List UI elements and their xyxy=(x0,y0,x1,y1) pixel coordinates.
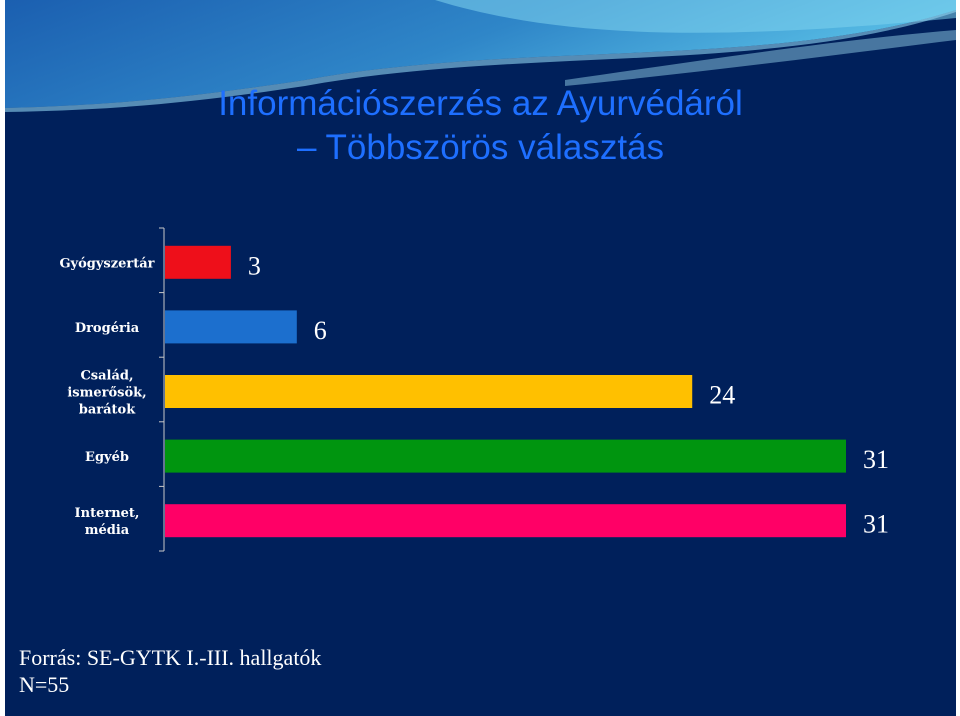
data-label: 31 xyxy=(863,510,889,539)
bar xyxy=(165,439,846,473)
title-line-2: – Többszörös választás xyxy=(296,128,665,167)
category-label: Internet, média xyxy=(75,506,140,538)
data-label: 31 xyxy=(863,445,889,474)
bar-chart: 3 Gyógyszertár 6 Drogéria 24 Család, ismerősök… xyxy=(59,227,889,552)
bar xyxy=(165,310,297,344)
slide: Információszerzés az Ayurvédáról – Többs… xyxy=(5,0,956,716)
sample-size: N=55 xyxy=(19,672,70,697)
bar xyxy=(165,245,231,279)
title-line-1: Információszerzés az Ayurvédáról xyxy=(218,84,743,123)
decorative-wave xyxy=(5,0,956,112)
source-note: Forrás: SE-GYTK I.-III. hallgatók N=55 xyxy=(19,644,321,698)
category-label: Drogéria xyxy=(75,321,140,336)
bar xyxy=(165,375,693,408)
data-label: 24 xyxy=(709,381,735,410)
category-label: Egyéb xyxy=(85,450,129,465)
bar xyxy=(165,504,846,538)
category-label: Gyógyszertár xyxy=(59,256,154,271)
source-line: Forrás: SE-GYTK I.-III. hallgatók xyxy=(19,645,322,670)
category-label: Család, ismerősök, barátok xyxy=(67,369,146,418)
data-label: 6 xyxy=(314,316,327,345)
data-label: 3 xyxy=(248,251,261,280)
slide-title: Információszerzés az Ayurvédáról – Többs… xyxy=(5,82,956,170)
